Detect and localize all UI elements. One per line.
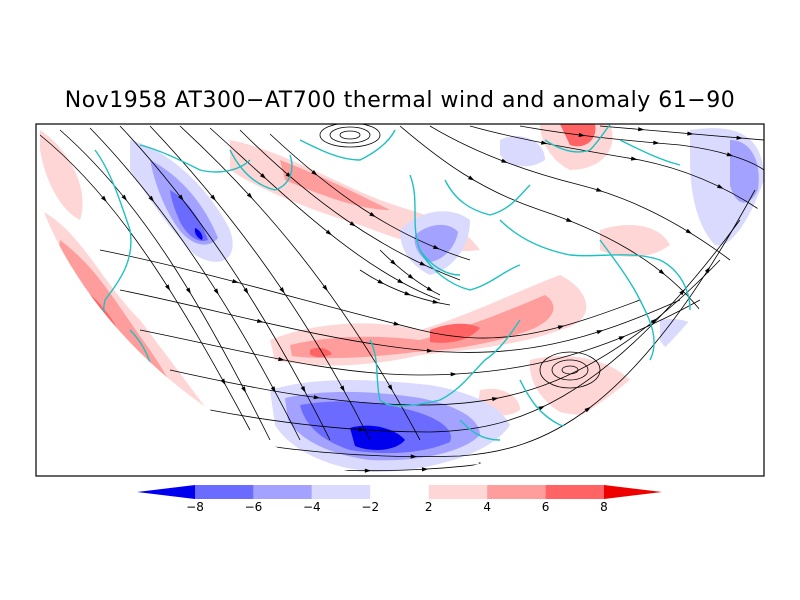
streamline-arrow (618, 336, 626, 341)
colorbar-segment (370, 485, 429, 499)
colorbar-tick-label: 8 (600, 500, 608, 514)
coastlines (94, 124, 691, 441)
streamline-arrow (658, 269, 665, 275)
colorbar-segment (195, 485, 254, 499)
colorbar-segment (311, 485, 371, 499)
streamline-arrow (491, 397, 499, 402)
streamline-arrow (432, 299, 440, 304)
streamline-arrow (178, 194, 184, 201)
streamline-arrow (349, 221, 356, 227)
streamline-arrow (467, 175, 475, 181)
streamline-arrow (246, 192, 253, 199)
streamline-arrow (685, 228, 693, 234)
colorbar-segment (253, 485, 312, 499)
streamline-arrow (421, 467, 429, 472)
colorbar-segment (137, 485, 195, 499)
colorbar-tick-label: −2 (361, 500, 380, 514)
streamline-arrow (450, 372, 457, 377)
streamline-arrow (300, 386, 306, 393)
streamline-arrow (578, 132, 586, 138)
colorbar-segment (428, 485, 488, 499)
streamline-arrow (364, 468, 372, 473)
colorbar-tick-label: −8 (186, 500, 204, 514)
streamline-arrow (148, 195, 155, 202)
streamline-arrow (596, 187, 603, 192)
colorbar-tick-label: −6 (244, 500, 263, 514)
colorbar-segment (487, 485, 546, 499)
streamline-arrow (243, 287, 249, 295)
anomaly-field (36, 124, 764, 478)
streamline-arrow (650, 318, 658, 325)
streamline-arrow (165, 284, 171, 291)
streamline-arrow (726, 152, 734, 157)
streamline-arrow (501, 158, 508, 163)
streamline-arrow (557, 325, 565, 330)
streamline-arrow (121, 194, 128, 201)
streamline-arrow (185, 287, 191, 295)
streamline-arrow (687, 131, 694, 136)
streamline-arrow (256, 318, 264, 323)
streamline-arrow (311, 169, 318, 176)
streamline-arrow (426, 286, 434, 292)
streamline-arrow (679, 289, 686, 296)
streamline-arrow (279, 287, 285, 294)
streamline-arrow (210, 194, 216, 201)
streamline-arrow (638, 127, 645, 132)
colorbar-tick-label: 4 (483, 500, 491, 514)
streamline-arrow (717, 184, 724, 189)
streamline-arrow (213, 288, 219, 295)
colorbar-segment (604, 485, 662, 499)
streamline-arrow (407, 273, 415, 280)
streamline-arrow (278, 356, 285, 362)
streamline-arrow (358, 427, 366, 432)
streamline-arrow (313, 395, 321, 400)
streamline-arrow (339, 385, 345, 392)
streamline-arrow (397, 278, 404, 284)
streamline-arrow (377, 279, 385, 284)
streamline-arrow (596, 330, 604, 335)
streamline-arrow (393, 321, 401, 326)
streamline-arrow (369, 211, 376, 218)
streamline-arrow (220, 378, 226, 386)
streamline-arrow (322, 284, 328, 292)
streamline-arrow (432, 244, 440, 250)
streamlines (39, 124, 764, 473)
streamline-arrow (565, 217, 573, 222)
streamline-arrow (540, 140, 548, 145)
streamline-arrow (404, 291, 411, 296)
streamline-arrow (630, 156, 638, 161)
map-border (35, 123, 765, 477)
streamline-arrow (704, 266, 711, 274)
colorbar-tick-label: 2 (424, 500, 433, 514)
chart-title: Nov1958 AT300−AT700 thermal wind and ano… (64, 88, 736, 113)
streamline-arrow (736, 135, 743, 140)
colorbar-segment (545, 485, 604, 499)
streamline-arrow (426, 348, 434, 353)
streamline-arrow (653, 140, 660, 145)
streamline-arrow (241, 386, 246, 393)
streamline-arrow (419, 261, 427, 266)
streamline-arrow (584, 406, 591, 413)
streamline-arrow (387, 384, 393, 392)
streamline-arrow (270, 386, 276, 393)
streamline-arrow (390, 259, 397, 266)
streamline-arrow (410, 454, 418, 459)
streamline-arrow (101, 195, 107, 202)
colorbar-tick-label: 6 (541, 500, 550, 514)
colorbar-tick-label: −4 (302, 500, 321, 514)
streamline-arrow (232, 279, 239, 284)
streamline-arrow (259, 173, 267, 179)
streamline-arrow (325, 229, 332, 236)
